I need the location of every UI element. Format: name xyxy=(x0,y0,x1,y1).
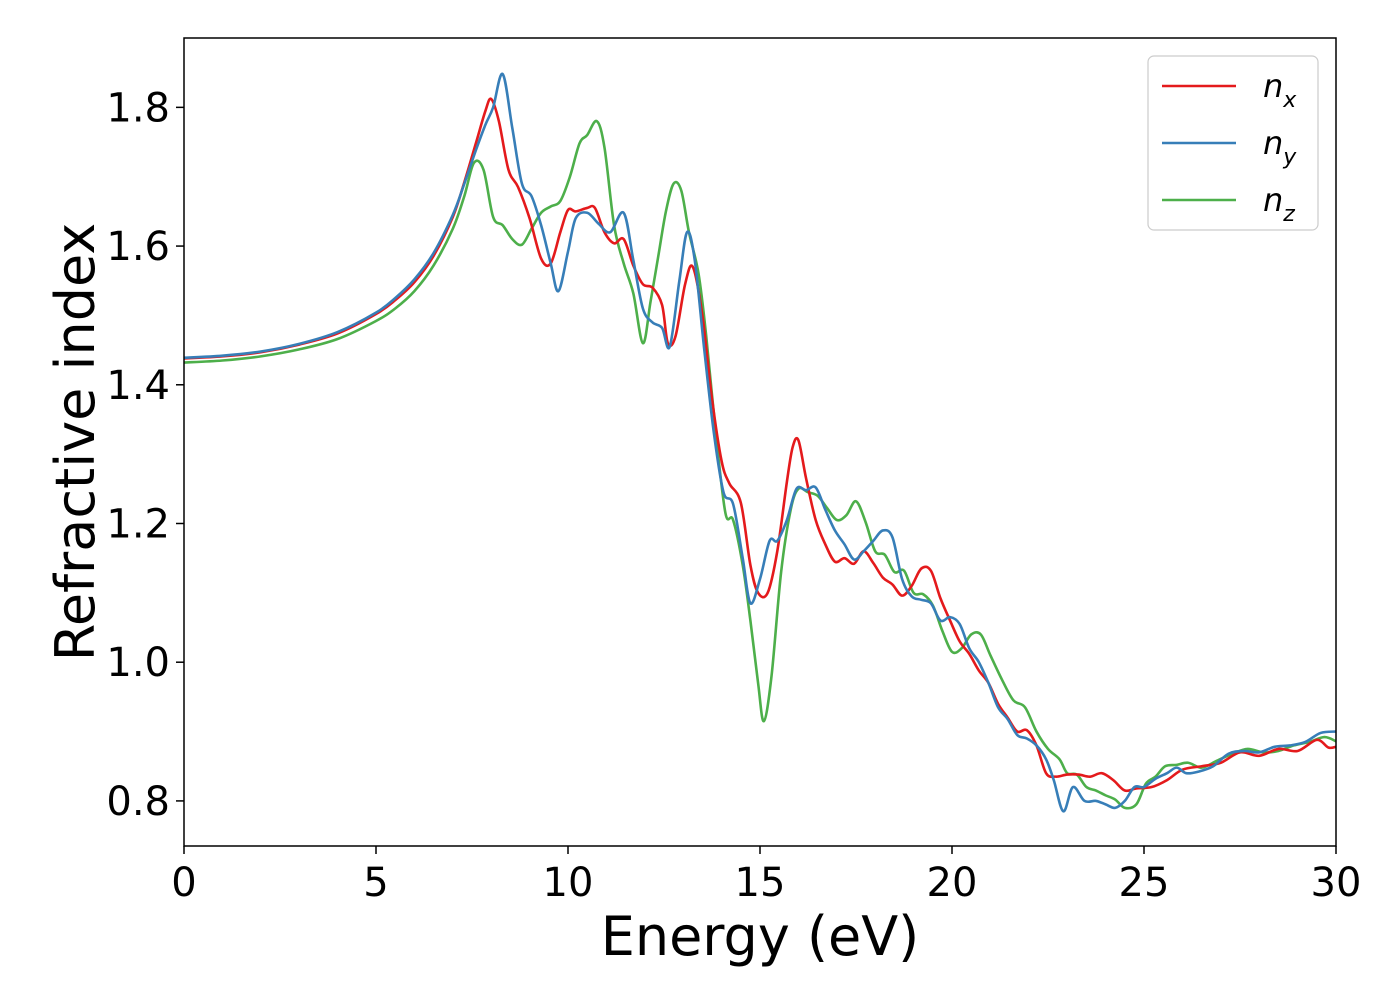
x-tick-label: 10 xyxy=(543,860,594,906)
series-layer xyxy=(184,72,1336,813)
y-tick-label: 1.4 xyxy=(106,363,170,409)
legend-label-subscript: z xyxy=(1282,202,1295,227)
x-tick-label: 25 xyxy=(1119,860,1170,906)
y-axis-label: Refractive index xyxy=(44,223,107,662)
x-axis-label: Energy (eV) xyxy=(601,905,920,968)
series-line-n-y xyxy=(184,72,1336,813)
x-axis-ticks: 0 5 10 15 20 25 30 xyxy=(171,846,1361,906)
x-tick-label: 20 xyxy=(927,860,978,906)
x-tick-label: 0 xyxy=(171,860,196,906)
y-tick-label: 1.0 xyxy=(106,640,170,686)
series-line-n-x xyxy=(184,97,1336,793)
x-tick-label: 5 xyxy=(363,860,388,906)
y-tick-label: 0.8 xyxy=(106,779,170,825)
plot-frame xyxy=(183,37,1337,847)
series-line-n-z xyxy=(184,119,1336,810)
legend-label-n-x: nx xyxy=(1263,67,1297,113)
legend-label-n-z: nz xyxy=(1263,181,1295,227)
legend-label-main: n xyxy=(1263,124,1283,162)
legend-label-subscript: x xyxy=(1282,88,1297,113)
y-tick-label: 1.8 xyxy=(106,85,170,131)
legend-label-subscript: y xyxy=(1282,145,1297,170)
legend-label-main: n xyxy=(1263,67,1283,105)
y-tick-label: 1.6 xyxy=(106,224,170,270)
x-tick-label: 30 xyxy=(1311,860,1362,906)
legend-label-main: n xyxy=(1263,181,1283,219)
legend-label-n-y: ny xyxy=(1263,124,1297,170)
y-axis-ticks: 0.8 1.0 1.2 1.4 1.6 1.8 xyxy=(106,85,184,825)
x-tick-label: 15 xyxy=(735,860,786,906)
y-tick-label: 1.2 xyxy=(106,501,170,547)
